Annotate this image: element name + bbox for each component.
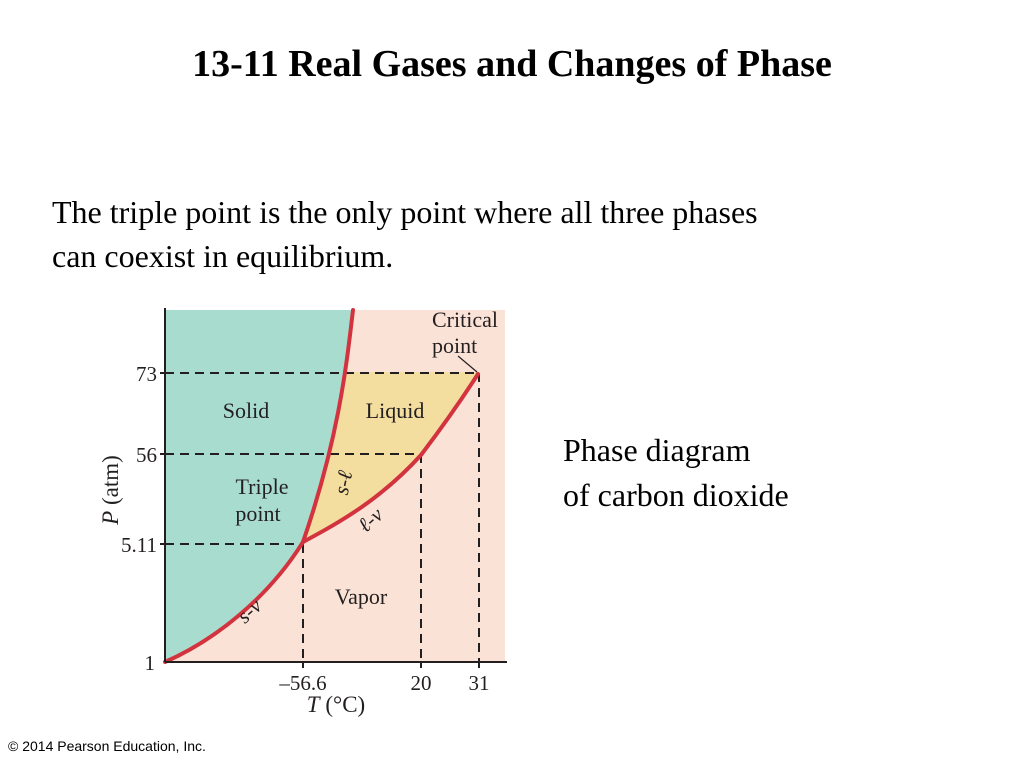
liquid-vapor-curve: [301, 372, 480, 544]
solid-vapor-curve: [163, 540, 305, 664]
liquid-region: [303, 372, 478, 542]
solid-label: Solid: [223, 398, 269, 423]
triple-point-label-line-2: point: [235, 501, 280, 526]
tick-marks: [160, 372, 480, 668]
vapor-label: Vapor: [335, 584, 388, 609]
critical-point-label-line-1: Critical: [432, 307, 498, 332]
x-tick-label-20: 20: [411, 671, 432, 695]
critical-point-label-line-2: point: [432, 333, 477, 358]
y-tick-label-1: 1: [145, 651, 156, 675]
guide-lines: [165, 372, 480, 662]
solid-region: [165, 310, 353, 662]
critical-point-leader: [457, 355, 478, 373]
diagram-caption-line-1: Phase diagram: [563, 432, 751, 468]
axes: [164, 308, 507, 663]
triple-point-label-line-1: Triple: [236, 474, 289, 499]
copyright-notice: © 2014 Pearson Education, Inc.: [8, 738, 206, 754]
solid-liquid-curve: [301, 308, 355, 544]
body-text-line-1: The triple point is the only point where…: [52, 194, 758, 230]
solid-liquid-curve-label: s-ℓ: [329, 468, 357, 497]
diagram-caption-line-2: of carbon dioxide: [563, 477, 789, 513]
liquid-label: Liquid: [366, 398, 425, 423]
x-axis-label: T (°C): [307, 692, 365, 717]
body-text-line-2: can coexist in equilibrium.: [52, 238, 394, 274]
diagram-caption: Phase diagram of carbon dioxide: [563, 428, 789, 518]
y-tick-label-56: 56: [136, 443, 157, 467]
phase-boundaries: [163, 308, 480, 664]
y-tick-label-73: 73: [136, 362, 157, 386]
x-tick-label-31: 31: [469, 671, 490, 695]
body-text: The triple point is the only point where…: [52, 190, 952, 278]
slide-title: 13-11 Real Gases and Changes of Phase: [192, 43, 832, 85]
y-tick-label-5-11: 5.11: [121, 533, 157, 557]
x-tick-label-neg56-6: –56.6: [278, 671, 326, 695]
y-axis-label: P (atm): [98, 455, 123, 526]
